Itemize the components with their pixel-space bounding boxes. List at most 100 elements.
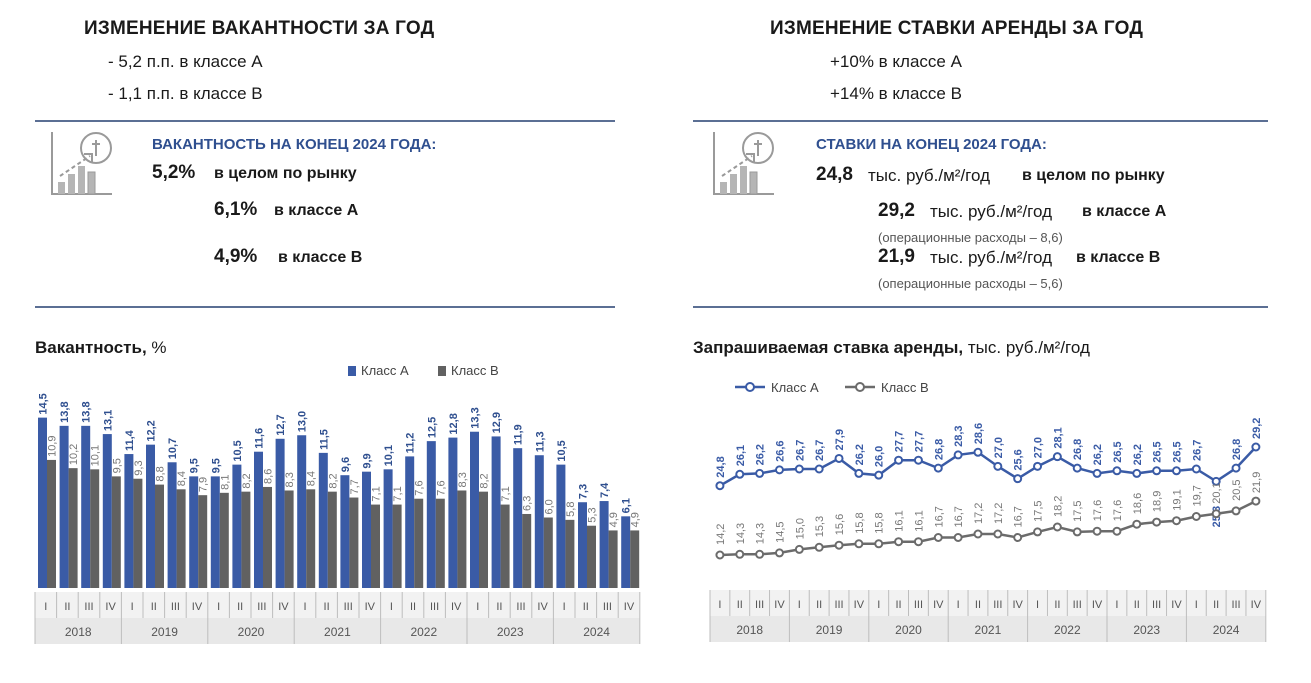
bar-label-class-b: 9,3 <box>133 460 145 475</box>
point-label-class-a: 28,1 <box>1052 427 1064 448</box>
bar-class-b <box>306 489 316 588</box>
bar-label-class-b: 9,5 <box>111 458 123 473</box>
vacancy-quarter-label: IV <box>451 601 462 613</box>
bar-class-b <box>543 517 553 588</box>
rent-a-note: (операционные расходы – 8,6) <box>878 230 1063 245</box>
bar-label-class-a: 9,5 <box>189 458 201 473</box>
bar-label-class-a: 11,3 <box>534 431 546 452</box>
vacancy-b-label: в классе В <box>278 249 363 266</box>
bar-label-class-b: 8,4 <box>176 471 188 486</box>
point-label-class-b: 14,2 <box>715 524 727 545</box>
point-class-b <box>1251 496 1261 506</box>
vacancy-quarter-label: III <box>257 601 266 613</box>
rent-quarter-label: I <box>877 599 880 611</box>
bar-label-class-a: 9,9 <box>362 453 374 468</box>
point-label-class-a: 28,6 <box>973 423 985 444</box>
point-label-class-a: 26,5 <box>1152 441 1164 462</box>
bar-class-a <box>210 476 220 588</box>
bar-class-a <box>189 476 199 588</box>
bar-class-b <box>47 459 56 588</box>
vacancy-quarter-label: II <box>151 601 157 613</box>
divider <box>693 120 1268 122</box>
vacancy-year-label: 2021 <box>324 625 351 639</box>
rent-quarter-label: II <box>737 599 743 611</box>
point-label-class-a: 26,5 <box>1171 441 1183 462</box>
point-class-a <box>1251 442 1261 452</box>
rent-change-a: +10% в классе А <box>830 52 962 71</box>
rent-total-label: в целом по рынку <box>1022 167 1165 184</box>
rent-quarter-label: III <box>1231 599 1240 611</box>
bar-label-class-a: 7,3 <box>578 484 590 499</box>
rent-quarter-label: IV <box>1171 599 1182 611</box>
point-class-b <box>874 539 884 549</box>
bar-class-b <box>241 491 251 588</box>
bar-label-class-a: 13,0 <box>297 411 309 432</box>
rent-quarter-label: IV <box>1251 599 1262 611</box>
bar-class-a <box>318 452 328 588</box>
point-label-class-a: 26,7 <box>794 440 806 461</box>
point-class-b <box>1013 533 1023 542</box>
point-label-class-a: 29,2 <box>1251 418 1263 439</box>
point-class-a <box>755 468 765 478</box>
point-class-b <box>715 550 725 560</box>
vacancy-chart: Класс А Класс В 14,5 10,9 13,8 10,2 13,8 10,1 13… <box>34 363 642 644</box>
bar-class-a <box>599 501 609 588</box>
vacancy-quarter-label: I <box>563 601 566 613</box>
bar-class-b <box>371 504 380 588</box>
bar-label-class-a: 13,1 <box>102 410 114 431</box>
point-label-class-a: 26,7 <box>1191 440 1203 461</box>
vacancy-a-label: в классе А <box>274 202 359 219</box>
bar-label-class-a: 10,7 <box>167 438 179 459</box>
bar-class-a <box>124 454 134 588</box>
bar-label-class-a: 12,8 <box>448 413 460 434</box>
rent-year-band <box>710 616 1266 642</box>
rent-a-unit: тыс. руб./м²/год <box>930 202 1052 221</box>
vacancy-total-label: в целом по рынку <box>214 165 357 182</box>
point-class-b <box>814 542 824 552</box>
bar-class-b <box>630 530 640 588</box>
point-class-b <box>735 549 745 559</box>
bar-label-class-a: 13,8 <box>59 401 71 422</box>
point-class-b <box>913 537 923 547</box>
rent-b-value: 21,9 <box>878 246 915 267</box>
bar-class-a <box>81 425 91 588</box>
bar-class-a <box>534 455 544 588</box>
bar-label-class-a: 11,6 <box>254 428 266 449</box>
point-class-b <box>1191 512 1201 521</box>
point-class-b <box>993 529 1003 539</box>
point-class-a <box>993 461 1003 471</box>
bar-class-a <box>405 456 415 588</box>
divider <box>35 120 615 122</box>
bar-label-class-b: 8,3 <box>284 472 296 487</box>
vacancy-quarter-label: I <box>131 601 134 613</box>
rent-change-b: +14% в классе В <box>830 84 962 103</box>
rent-heading: ИЗМЕНЕНИЕ СТАВКИ АРЕНДЫ ЗА ГОД <box>770 18 1144 39</box>
bar-class-a <box>362 471 371 588</box>
point-class-b <box>1033 527 1043 537</box>
bar-label-class-a: 7,4 <box>599 482 611 498</box>
vacancy-year-label: 2019 <box>151 625 178 639</box>
bar-class-b <box>219 492 229 588</box>
bar-class-b <box>435 498 445 588</box>
bar-label-class-a: 12,9 <box>491 412 503 433</box>
vacancy-heading: ИЗМЕНЕНИЕ ВАКАНТНОСТИ ЗА ГОД <box>84 18 435 39</box>
vacancy-b-value: 4,9% <box>214 246 258 267</box>
legend-marker-class-b <box>855 382 865 392</box>
point-label-class-b: 17,5 <box>1033 500 1045 521</box>
bar-label-class-a: 11,2 <box>405 433 417 454</box>
bar-class-b <box>349 497 359 588</box>
vacancy-quarter-label: I <box>476 601 479 613</box>
point-label-class-a: 26,2 <box>1132 444 1144 465</box>
rent-kpi-heading: СТАВКИ НА КОНЕЦ 2024 ГОДА: <box>816 136 1047 153</box>
point-class-a <box>894 455 904 465</box>
bar-label-class-b: 6,3 <box>522 496 534 511</box>
bar-label-class-b: 5,3 <box>587 507 599 522</box>
rent-quarter-label: I <box>1195 599 1198 611</box>
growth-chart-icon <box>51 132 112 195</box>
vacancy-quarter-label: I <box>303 601 306 613</box>
rent-a-label: в классе А <box>1082 203 1167 220</box>
bar-label-class-b: 10,1 <box>90 445 102 466</box>
vacancy-kpi-heading: ВАКАНТНОСТЬ НА КОНЕЦ 2024 ГОДА: <box>152 136 437 153</box>
rent-chart-title: Запрашиваемая ставка аренды, тыс. руб./м… <box>693 338 1090 357</box>
vacancy-quarter-label: II <box>64 601 70 613</box>
